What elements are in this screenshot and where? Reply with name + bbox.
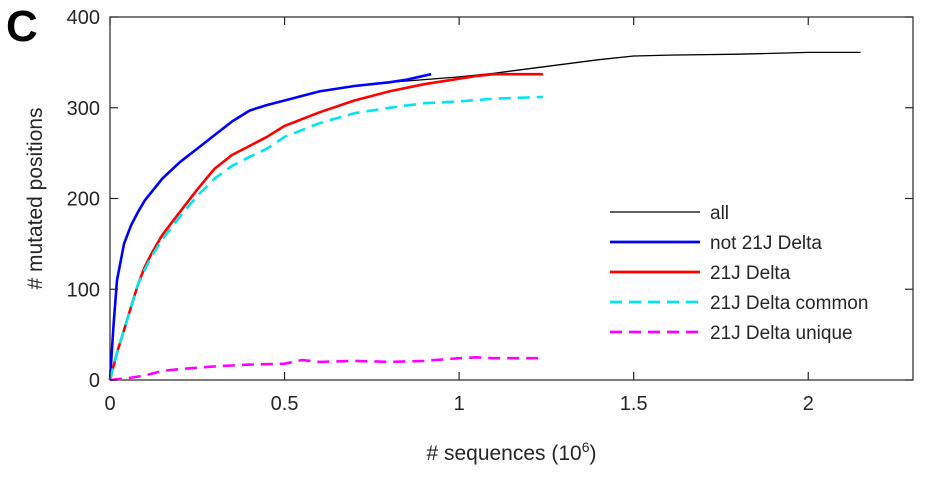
- legend-label: all: [710, 203, 729, 224]
- series-line-21j-delta: [108, 72, 543, 381]
- legend: all not 21J Delta 21J Delta 21J Delta commo…: [610, 203, 868, 344]
- plot-series: [108, 51, 861, 382]
- series-line-not-21j-delta: [108, 72, 432, 381]
- y-tick-label: 100: [67, 279, 100, 301]
- x-axis-label: # sequences (106): [426, 439, 596, 465]
- x-tick-label: 0.5: [271, 393, 299, 415]
- panel-label: C: [6, 2, 38, 51]
- y-tick-label: 300: [67, 98, 100, 120]
- y-tick-label: 400: [67, 7, 100, 29]
- y-tick-label: 200: [67, 189, 100, 211]
- legend-label: not 21J Delta: [710, 233, 822, 254]
- series-line-21j-delta-unique: [109, 355, 543, 382]
- x-tick-label: 2: [803, 393, 814, 415]
- legend-label: 21J Delta: [710, 263, 791, 284]
- x-tick-label: 1.5: [620, 393, 648, 415]
- series-line-21j-delta-common: [108, 95, 543, 381]
- y-axis-ticks: 0 100 200 300 400: [67, 7, 913, 392]
- y-axis-label: # mutated positions: [24, 107, 47, 289]
- x-axis-ticks: 0 0.5 1 1.5 2: [104, 17, 814, 415]
- legend-label: 21J Delta unique: [710, 323, 853, 344]
- y-tick-label: 0: [89, 370, 100, 392]
- legend-label: 21J Delta common: [710, 293, 868, 314]
- x-tick-label: 1: [454, 393, 465, 415]
- x-tick-label: 0: [104, 393, 115, 415]
